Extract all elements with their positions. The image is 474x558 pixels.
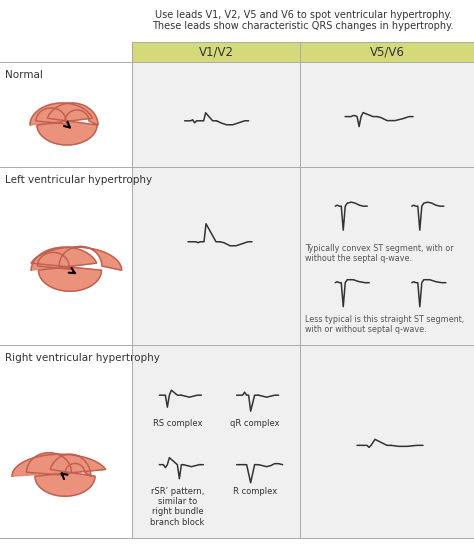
Polygon shape — [30, 103, 98, 145]
Text: qR complex: qR complex — [230, 419, 280, 428]
Text: Less typical is this straight ST segment,
with or without septal q-wave.: Less typical is this straight ST segment… — [305, 315, 464, 334]
Text: Typically convex ST segment, with or
without the septal q-wave.: Typically convex ST segment, with or wit… — [305, 243, 454, 263]
Polygon shape — [31, 247, 122, 291]
Text: V5/V6: V5/V6 — [370, 46, 404, 59]
Text: R complex: R complex — [233, 487, 277, 496]
Text: Right ventricular hypertrophy: Right ventricular hypertrophy — [5, 353, 160, 363]
Text: V1/V2: V1/V2 — [199, 46, 234, 59]
Text: Use leads V1, V2, V5 and V6 to spot ventricular hypertrophy.: Use leads V1, V2, V5 and V6 to spot vent… — [155, 10, 451, 20]
Bar — [132, 345, 474, 538]
Polygon shape — [12, 453, 106, 496]
Bar — [132, 42, 474, 62]
Text: rSR’ pattern,
similar to
right bundle
branch block: rSR’ pattern, similar to right bundle br… — [150, 487, 205, 527]
Text: RS complex: RS complex — [153, 419, 202, 428]
Bar — [132, 167, 474, 345]
Text: Left ventricular hypertrophy: Left ventricular hypertrophy — [5, 175, 152, 185]
Text: Normal: Normal — [5, 70, 43, 80]
Bar — [132, 62, 474, 167]
Text: These leads show characteristic QRS changes in hypertrophy.: These leads show characteristic QRS chan… — [152, 21, 454, 31]
